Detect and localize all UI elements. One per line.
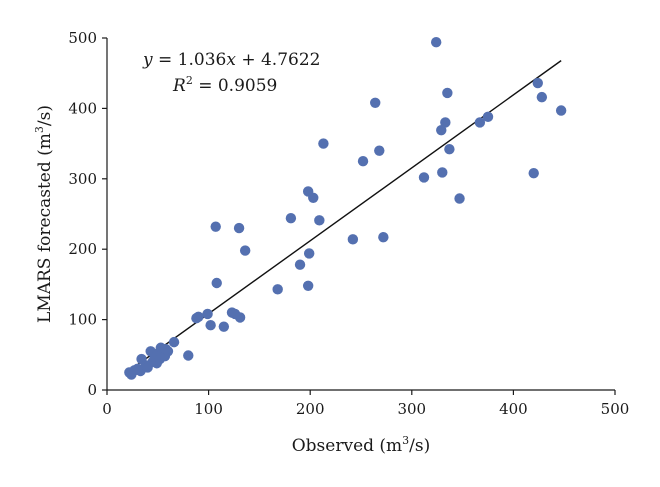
y-tick-label: 300	[68, 170, 97, 188]
data-point	[302, 280, 314, 292]
data-point	[211, 277, 222, 289]
data-point	[536, 91, 548, 103]
data-point	[437, 167, 448, 178]
x-tick-label: 400	[499, 400, 528, 418]
y-axis-title-sup: 3	[33, 126, 46, 133]
eq-x-var: x	[226, 50, 236, 70]
data-point	[205, 320, 216, 331]
y-tick-label: 500	[68, 29, 97, 47]
x-tick-label: 100	[194, 400, 223, 418]
data-point	[442, 87, 453, 99]
data-point	[168, 336, 180, 348]
data-point	[202, 308, 213, 320]
data-point	[482, 111, 494, 123]
data-point	[193, 311, 204, 322]
data-point	[555, 105, 567, 116]
data-point	[430, 37, 442, 48]
eq-r-sup: 2	[186, 74, 193, 87]
eq-r-rhs: = 0.9059	[193, 76, 278, 96]
axes	[106, 38, 615, 391]
data-point	[210, 221, 221, 232]
data-point	[218, 321, 230, 332]
y-axis-title: LMARS forecasted (m3/s)	[33, 105, 55, 323]
x-tick-label: 300	[397, 400, 426, 418]
data-point	[454, 193, 465, 204]
data-point	[374, 145, 385, 156]
ticks: 0 100 200 300 400 500 0 100 200 300 400 500	[68, 29, 629, 418]
eq-rhs-a: = 1.036	[153, 50, 227, 70]
data-point	[528, 167, 539, 179]
x-axis-title-base: Observed (m	[292, 436, 402, 456]
regression-layer	[126, 60, 562, 373]
eq-r-var: R	[172, 76, 186, 96]
y-tick-label: 400	[68, 99, 97, 117]
data-point	[378, 232, 389, 243]
data-point	[318, 138, 329, 149]
data-points	[124, 37, 567, 380]
data-point	[294, 259, 306, 270]
data-point	[444, 144, 455, 155]
data-point	[370, 97, 381, 108]
data-point	[418, 172, 430, 183]
data-point	[532, 77, 543, 89]
y-axis-title-base: LMARS forecasted (m	[35, 133, 55, 323]
data-point	[308, 192, 319, 204]
equation-line-2: R2 = 0.9059	[172, 74, 277, 96]
data-point	[474, 117, 486, 128]
equation-line-1: y = 1.036x + 4.7622	[142, 50, 320, 70]
data-point	[272, 284, 283, 295]
data-point	[160, 343, 172, 355]
data-point	[436, 125, 447, 136]
eq-y-var: y	[142, 50, 153, 70]
x-axis-title: Observed (m3/s)	[292, 434, 431, 456]
data-point	[183, 350, 194, 361]
x-axis-title-sup: 3	[402, 434, 409, 447]
data-point	[303, 248, 315, 259]
y-tick-label: 200	[68, 240, 97, 258]
data-point	[347, 234, 359, 245]
x-tick-label: 0	[102, 400, 112, 418]
data-point	[314, 215, 325, 226]
data-point	[440, 117, 451, 128]
data-point	[239, 245, 251, 256]
y-tick-label: 100	[68, 311, 97, 329]
x-axis-title-tail: /s)	[409, 436, 430, 456]
y-tick-label: 0	[87, 381, 97, 399]
eq-rhs-b: + 4.7622	[236, 50, 321, 70]
x-tick-label: 200	[296, 400, 325, 418]
regression-line	[126, 60, 562, 373]
data-point	[233, 222, 245, 234]
data-point	[285, 213, 297, 224]
data-point	[234, 312, 246, 323]
data-point	[357, 156, 369, 167]
x-tick-label: 500	[601, 400, 630, 418]
y-axis-title-tail: /s)	[35, 105, 55, 126]
